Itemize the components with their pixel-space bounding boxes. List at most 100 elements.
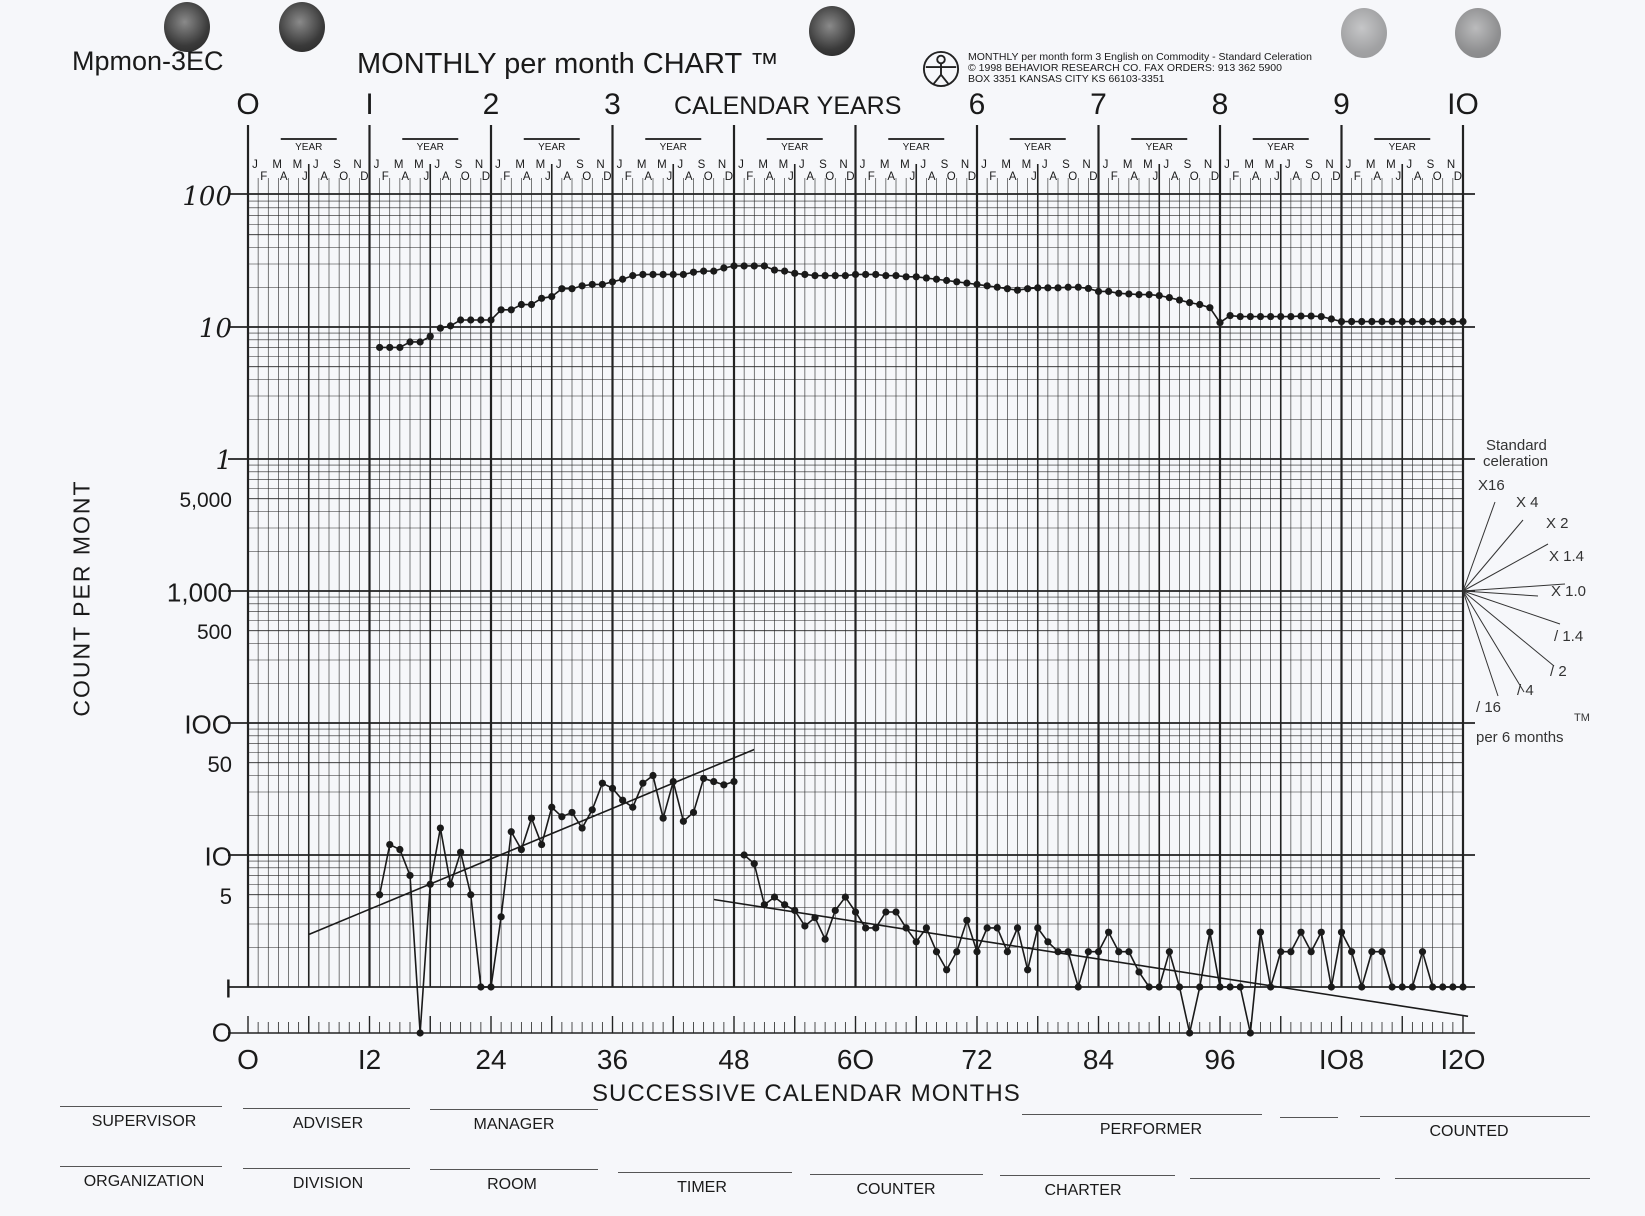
data-point	[1277, 948, 1285, 956]
data-point	[1236, 983, 1244, 991]
celeration-fan-label: / 4	[1517, 682, 1534, 699]
footer-blank-line[interactable]	[1190, 1178, 1380, 1179]
data-point	[619, 796, 627, 804]
data-point	[821, 935, 829, 943]
data-point	[659, 814, 667, 822]
celeration-fan-line	[1462, 590, 1561, 625]
month-letter: F	[503, 171, 511, 183]
footer-field-line[interactable]	[243, 1168, 410, 1169]
lower-phase-2-line	[743, 854, 1463, 1034]
data-point	[1348, 317, 1356, 326]
footer-field-line[interactable]	[430, 1109, 598, 1110]
data-point	[1246, 312, 1254, 321]
y-tick-label: 100	[182, 182, 232, 212]
data-point	[831, 272, 839, 280]
month-letter: J	[1041, 159, 1048, 171]
month-letter: O	[1311, 171, 1321, 183]
data-point	[1408, 983, 1416, 991]
data-point	[639, 779, 647, 787]
month-letter: A	[806, 171, 814, 183]
month-letter: D	[603, 171, 612, 183]
footer-field-line[interactable]	[243, 1108, 410, 1109]
month-letter: N	[1325, 159, 1334, 171]
data-point	[1024, 966, 1032, 974]
y-tick-label: 1,000	[166, 577, 232, 608]
month-letter: N	[1203, 159, 1213, 171]
celeration-fan-line	[1462, 590, 1525, 693]
footer-field-line[interactable]	[1360, 1116, 1590, 1117]
data-point	[730, 262, 738, 270]
data-point	[1155, 291, 1163, 300]
data-point	[1398, 983, 1406, 991]
data-point	[1226, 983, 1234, 991]
data-point	[1408, 317, 1416, 326]
month-letter: M	[758, 159, 768, 171]
data-point	[1054, 284, 1062, 292]
data-point	[710, 777, 718, 786]
data-point	[1459, 317, 1467, 326]
data-point	[588, 806, 596, 814]
month-letter: J	[666, 171, 673, 183]
month-letter: S	[454, 159, 463, 171]
month-letter: F	[1353, 171, 1361, 183]
month-letter: M	[1143, 159, 1153, 171]
data-point	[1439, 317, 1447, 326]
publisher-line: © 1998 BEHAVIOR RESEARCH CO. FAX ORDERS:…	[968, 62, 1282, 74]
footer-field-line[interactable]	[1000, 1175, 1175, 1176]
data-point	[740, 262, 748, 270]
data-point	[1378, 948, 1386, 956]
data-point	[457, 316, 465, 324]
data-point	[750, 860, 758, 868]
data-point	[396, 343, 404, 352]
month-letter: M	[515, 159, 525, 171]
footer-field-line[interactable]	[60, 1166, 222, 1167]
data-point	[932, 275, 941, 283]
footer-field-line[interactable]	[810, 1174, 983, 1175]
data-point	[1256, 312, 1265, 321]
month-letter: J	[1163, 159, 1170, 171]
data-point	[993, 283, 1001, 291]
month-letter: N	[1446, 159, 1456, 171]
data-point	[720, 781, 728, 789]
data-point	[872, 924, 880, 932]
celeration-fan-line	[1462, 501, 1496, 592]
data-point	[872, 270, 880, 279]
footer-field-line[interactable]	[60, 1106, 222, 1107]
footer-field-line[interactable]	[430, 1169, 598, 1170]
footer-blank-line[interactable]	[1280, 1117, 1338, 1118]
data-point	[538, 840, 546, 849]
punch-hole	[1341, 8, 1387, 58]
footer-field-label: ORGANIZATION	[83, 1173, 205, 1190]
data-point	[892, 908, 900, 916]
data-point	[1418, 948, 1427, 956]
month-letter: M	[657, 159, 667, 171]
data-point	[1186, 299, 1194, 307]
year-tick-label: 6	[968, 88, 986, 121]
data-point	[1175, 296, 1184, 304]
year-tick-label: 7	[1090, 88, 1107, 121]
data-point	[598, 280, 606, 289]
month-letter: F	[746, 171, 754, 183]
y-tick-label: O	[211, 1017, 232, 1048]
data-point	[770, 266, 779, 274]
y-tick-label: 5,000	[179, 488, 232, 512]
month-letter: F	[624, 171, 632, 183]
month-letter: A	[401, 171, 409, 183]
celeration-fan-label: / 1.4	[1554, 628, 1584, 645]
data-point	[1084, 284, 1092, 293]
footer-field-line[interactable]	[1022, 1114, 1262, 1115]
data-point	[1206, 304, 1214, 312]
month-letter: A	[887, 171, 895, 183]
data-point	[527, 300, 536, 309]
data-point	[1145, 290, 1153, 299]
month-letter: A	[684, 171, 693, 183]
year-label: YEAR	[1145, 142, 1173, 153]
data-point	[740, 851, 748, 859]
data-point	[629, 803, 637, 811]
data-point	[376, 891, 384, 899]
footer-blank-line[interactable]	[1395, 1178, 1590, 1179]
year-tick-label: 3	[604, 88, 621, 121]
publisher-line: BOX 3351 KANSAS CITY KS 66103-3351	[968, 73, 1165, 85]
footer-field-line[interactable]	[618, 1172, 792, 1173]
